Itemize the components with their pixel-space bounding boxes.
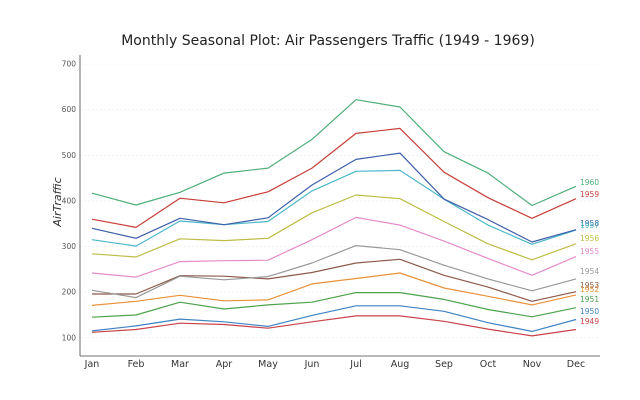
series-line-1950 bbox=[91, 305, 577, 332]
end-label-1959: 1959 bbox=[580, 190, 599, 199]
series-lines bbox=[91, 99, 577, 337]
series-line-1957 bbox=[91, 169, 577, 247]
series-line-1949 bbox=[91, 315, 577, 337]
end-label-1949: 1949 bbox=[580, 317, 599, 326]
y-tick-label: 400 bbox=[62, 196, 77, 205]
end-label-1955: 1955 bbox=[580, 247, 599, 256]
x-tick-label: Jun bbox=[304, 359, 320, 370]
y-tick-label: 300 bbox=[62, 242, 77, 251]
end-label-1950: 1950 bbox=[580, 307, 599, 316]
end-label-1957: 1957 bbox=[580, 221, 599, 230]
x-tick-label: Apr bbox=[216, 359, 233, 370]
series-line-1951 bbox=[91, 292, 577, 318]
x-tick-label: Aug bbox=[391, 359, 410, 370]
axes bbox=[79, 55, 600, 357]
series-line-1954 bbox=[91, 245, 577, 299]
x-tick-label: Dec bbox=[567, 359, 585, 370]
series-line-1960 bbox=[91, 99, 577, 207]
x-tick-label: Jul bbox=[349, 359, 361, 370]
y-tick-label: 200 bbox=[62, 288, 77, 297]
y-axis-title: AirTraffic bbox=[51, 177, 64, 227]
y-tick-label: 700 bbox=[62, 60, 77, 69]
y-tick-label: 600 bbox=[62, 105, 77, 114]
x-tick-label: Jan bbox=[84, 359, 100, 370]
x-tick-label: Sep bbox=[435, 359, 453, 370]
end-label-1960: 1960 bbox=[580, 178, 599, 187]
end-label-1956: 1956 bbox=[580, 234, 599, 243]
series-line-1958 bbox=[91, 152, 577, 243]
series-line-1959 bbox=[91, 127, 577, 228]
y-tick-labels: 100 200 300 400 500 600 700 bbox=[62, 60, 77, 343]
y-tick-label: 100 bbox=[62, 333, 77, 342]
y-tick-label: 500 bbox=[62, 151, 77, 160]
series-line-1952 bbox=[91, 272, 577, 306]
x-tick-label: Feb bbox=[128, 359, 145, 370]
series-line-1953 bbox=[92, 258, 577, 302]
chart-title: Monthly Seasonal Plot: Air Passengers Tr… bbox=[121, 33, 535, 49]
end-label-1951: 1951 bbox=[580, 295, 599, 304]
x-tick-label: Nov bbox=[523, 359, 542, 370]
x-tick-label: May bbox=[258, 359, 278, 370]
x-tick-label: Oct bbox=[480, 359, 497, 370]
end-label-1958: 1958 bbox=[580, 219, 599, 228]
end-label-1952: 1952 bbox=[580, 285, 599, 294]
x-tick-label: Mar bbox=[171, 359, 189, 370]
end-label-1953: 1953 bbox=[580, 281, 599, 290]
x-tick-labels: Jan Feb Mar Apr May Jun Jul Aug Sep Oct Nov Dec bbox=[84, 359, 586, 370]
series-line-1955 bbox=[91, 216, 577, 278]
series-line-1956 bbox=[91, 194, 577, 261]
end-label-1954: 1954 bbox=[580, 267, 599, 276]
